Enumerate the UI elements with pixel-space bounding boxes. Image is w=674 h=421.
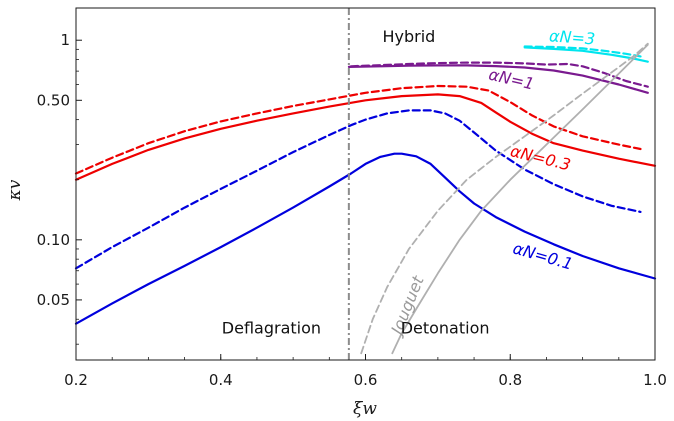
y-tick-label: 1 [60, 31, 70, 49]
series-label-a01: αN=0.1 [511, 238, 575, 273]
annotations: Hybrid Deflagration Detonation [222, 27, 490, 337]
series-line-a1-solid [347, 64, 649, 94]
series-line-jouguet-dashed [360, 42, 649, 355]
annotation-deflagration: Deflagration [222, 318, 321, 337]
series-line-jouguet-solid [391, 43, 649, 355]
series-label-a3: αN=3 [548, 26, 595, 48]
x-tick-label: 0.4 [209, 371, 233, 389]
annotation-hybrid: Hybrid [383, 27, 436, 46]
y-tick-label: 0.10 [37, 231, 70, 249]
series-line-a3-dashed [523, 45, 642, 58]
series-line-a01-solid [74, 152, 657, 325]
annotation-detonation: Detonation [401, 318, 490, 337]
curves [74, 42, 657, 355]
x-tick-label: 0.8 [498, 371, 522, 389]
plot-frame [75, 7, 656, 361]
series-line-a3-solid [523, 46, 649, 63]
series-line-a01-dashed [74, 109, 642, 270]
x-tick-label: 1.0 [643, 371, 667, 389]
x-tick-label: 0.6 [354, 371, 378, 389]
axis-ticks: 0.2 0.4 0.6 0.8 1.0 0.05 0.10 0.50 1 [37, 31, 667, 389]
series-line-a03-dashed [74, 84, 642, 175]
x-tick-label: 0.2 [64, 371, 88, 389]
series-line-a1-dashed [349, 61, 649, 88]
y-tick-label: 0.05 [37, 291, 70, 309]
x-axis-label: ξw [353, 399, 377, 419]
y-tick-label: 0.50 [37, 91, 70, 109]
y-axis-label: κv [5, 179, 25, 201]
